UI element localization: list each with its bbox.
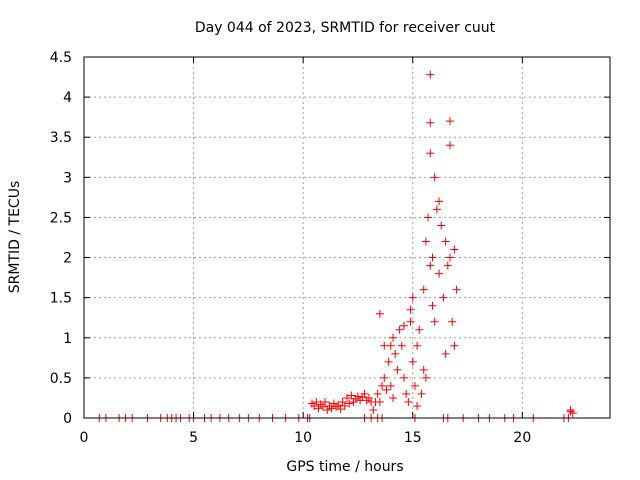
data-point [424, 213, 433, 222]
x-tick-label: 5 [189, 430, 198, 446]
chart-title: Day 044 of 2023, SRMTID for receiver cuu… [195, 20, 496, 36]
data-point [336, 405, 345, 414]
data-point [421, 237, 430, 246]
data-point [419, 365, 428, 374]
data-point [318, 402, 327, 411]
grid [84, 57, 610, 418]
y-tick-label: 3.5 [50, 130, 72, 146]
data-point [334, 401, 343, 410]
data-point [413, 341, 422, 350]
x-axis-label: GPS time / hours [286, 459, 403, 475]
data-point [340, 401, 349, 410]
y-tick-label: 0 [63, 411, 72, 427]
data-point [375, 309, 384, 318]
data-point [437, 221, 446, 230]
data-point [446, 253, 455, 262]
y-tick-label: 1 [63, 331, 72, 347]
data-point [408, 293, 417, 302]
data-point [384, 357, 393, 366]
data-point [439, 293, 448, 302]
x-tick-label: 15 [404, 430, 422, 446]
axis-ticks: 0 0.5 1 1.5 2 2.5 3 3.5 4 4.5 0 5 10 15 20 [50, 50, 610, 446]
y-tick-label: 2 [63, 251, 72, 267]
data-point [397, 341, 406, 350]
data-point [399, 321, 408, 330]
y-tick-label: 4 [63, 90, 72, 106]
data-point [419, 285, 428, 294]
plot-frame [83, 56, 611, 419]
data-point [566, 405, 575, 414]
data-point [441, 349, 450, 358]
data-point [448, 317, 457, 326]
data-point [343, 393, 351, 402]
data-point [380, 373, 389, 382]
data-point [430, 317, 439, 326]
data-point [323, 405, 332, 414]
data-point [426, 70, 435, 79]
y-tick-label: 0.5 [50, 371, 72, 387]
data-point [446, 141, 455, 150]
data-point [353, 392, 362, 401]
data-point [452, 285, 461, 294]
x-tick-label: 0 [80, 430, 89, 446]
x-tick-label: 10 [294, 430, 312, 446]
data-point [310, 401, 319, 410]
data-point [321, 397, 330, 406]
data-point [406, 317, 415, 326]
data-points [95, 70, 577, 422]
data-point [338, 397, 347, 406]
data-point [406, 305, 415, 314]
data-point [402, 389, 411, 398]
data-point [432, 205, 441, 214]
data-point [435, 197, 444, 206]
data-point [395, 325, 404, 334]
data-point [386, 381, 395, 390]
data-point [364, 393, 373, 402]
data-point [430, 173, 439, 182]
data-point [369, 405, 378, 414]
data-point [404, 397, 413, 406]
data-point [417, 389, 426, 398]
data-point [450, 245, 459, 254]
y-axis-label: SRMTID / TECUs [7, 181, 23, 294]
data-point [435, 269, 444, 278]
data-point [375, 397, 384, 406]
data-point [378, 381, 387, 390]
data-point [389, 393, 398, 402]
data-point [347, 391, 356, 400]
data-point [426, 261, 435, 270]
data-point [413, 401, 422, 410]
x-tick-label: 20 [513, 430, 531, 446]
y-tick-label: 3 [63, 170, 72, 186]
y-tick-label: 2.5 [50, 210, 72, 226]
data-point [382, 385, 391, 394]
data-point [428, 301, 437, 310]
y-tick-label: 4.5 [50, 50, 72, 66]
data-point [450, 341, 459, 350]
data-point [327, 404, 336, 413]
data-point [426, 149, 435, 158]
data-point [345, 399, 354, 408]
data-point [393, 365, 402, 374]
data-point [314, 404, 323, 413]
data-point [391, 349, 400, 358]
data-point [446, 117, 455, 126]
data-point [380, 341, 389, 350]
data-point [389, 333, 398, 342]
data-point [428, 253, 437, 262]
data-point [399, 373, 408, 382]
data-point [373, 389, 382, 398]
data-point [426, 118, 435, 127]
data-point [360, 389, 369, 398]
data-point [415, 325, 424, 334]
data-point [312, 397, 321, 406]
data-point [421, 373, 430, 382]
data-point [410, 381, 419, 390]
data-point [408, 357, 417, 366]
y-tick-label: 1.5 [50, 291, 72, 307]
data-point [443, 261, 452, 270]
data-point [441, 237, 450, 246]
